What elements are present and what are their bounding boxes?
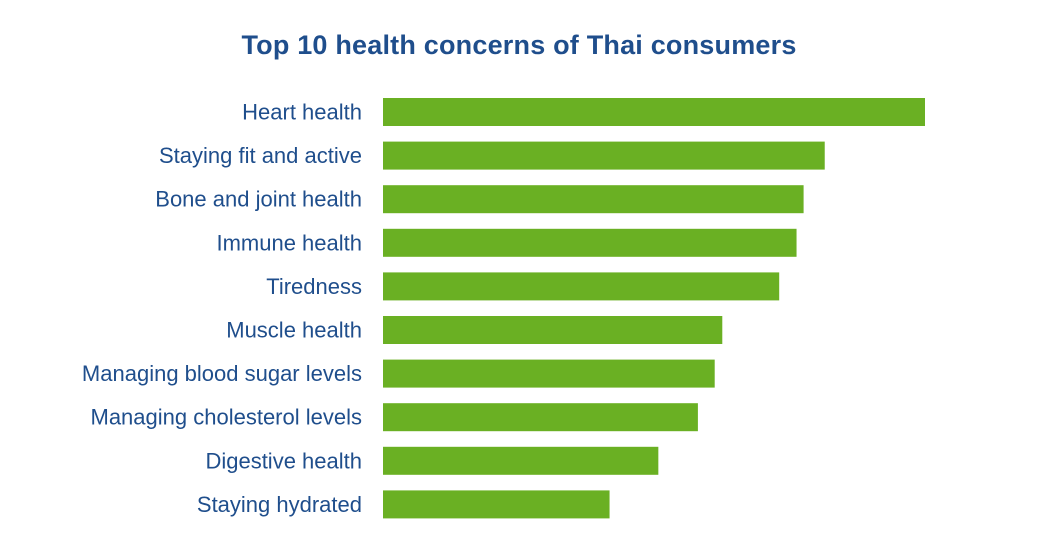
category-label: Managing blood sugar levels (82, 361, 362, 386)
bar (383, 403, 698, 432)
category-label: Digestive health (205, 448, 362, 473)
category-label: Immune health (216, 230, 362, 255)
category-label: Managing cholesterol levels (91, 405, 363, 430)
category-label: Staying hydrated (197, 492, 362, 517)
bar (383, 141, 825, 170)
chart-title: Top 10 health concerns of Thai consumers (241, 30, 797, 60)
bar (383, 316, 723, 344)
bar (383, 228, 797, 257)
category-label: Tiredness (266, 274, 362, 299)
category-label: Heart health (242, 100, 362, 125)
category-label: Muscle health (226, 318, 362, 343)
category-label: Bone and joint health (155, 187, 362, 212)
bar (383, 359, 715, 388)
bar (383, 272, 780, 301)
bar (383, 490, 610, 519)
bar (383, 446, 659, 475)
bar (383, 185, 804, 214)
category-label: Staying fit and active (159, 143, 362, 168)
bar (383, 98, 925, 126)
